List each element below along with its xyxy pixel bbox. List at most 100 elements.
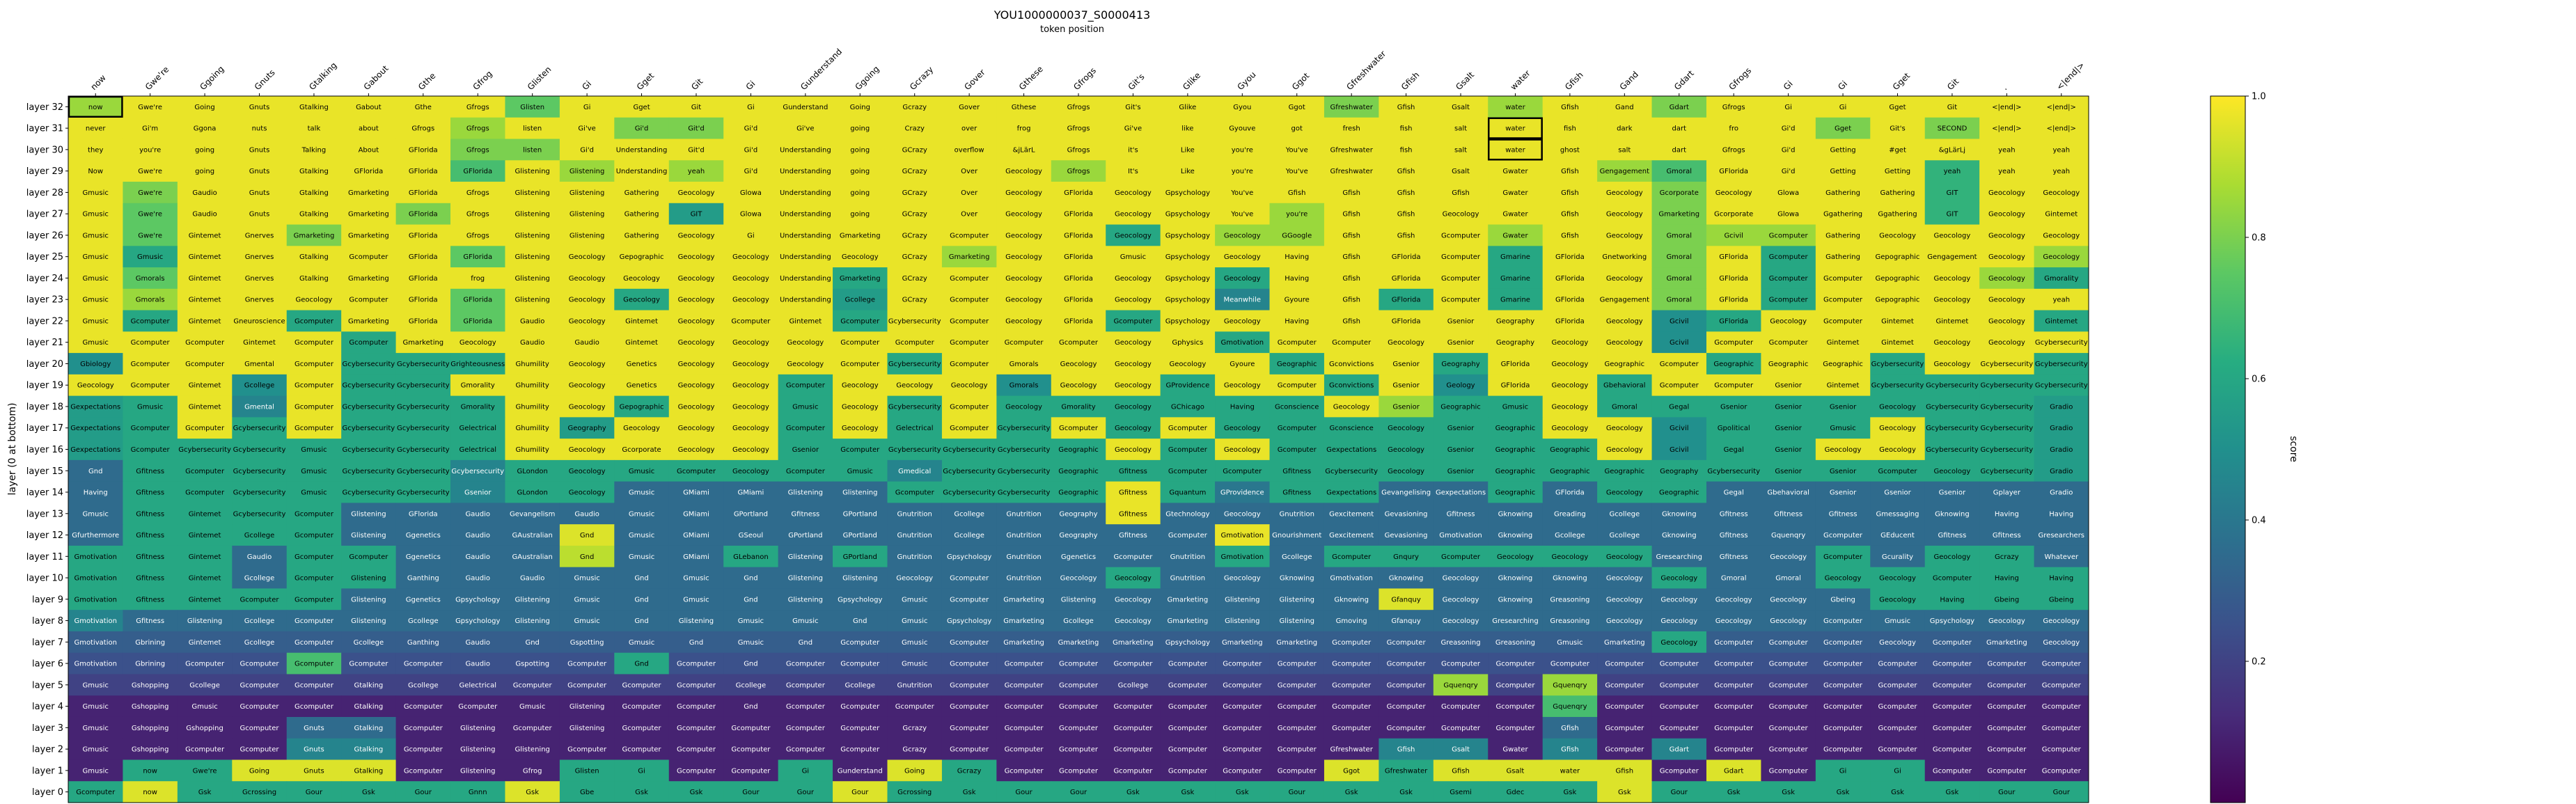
heatmap-cell [505, 395, 560, 418]
heatmap-cell [123, 610, 178, 632]
cell-label: Gknowing [1498, 510, 1533, 518]
heatmap-cell [341, 524, 397, 546]
x-tick-label: Gfreshwater [1344, 49, 1388, 92]
cell-label: Gcomputer [2042, 725, 2082, 732]
cell-label: Gmusic [629, 468, 654, 475]
heatmap-cell [286, 139, 342, 161]
heatmap-cell [1269, 439, 1325, 461]
heatmap-cell [286, 481, 342, 503]
cell-label: GFlorida [1501, 382, 1530, 390]
heatmap-cell [559, 439, 615, 461]
cell-label: Gcomputer [1441, 232, 1481, 239]
heatmap-cell [887, 503, 943, 525]
heatmap-cell [723, 439, 779, 461]
heatmap-cell [123, 160, 178, 182]
cell-label: Gcomputer [840, 725, 880, 732]
cell-label: Geographic [1058, 446, 1099, 454]
heatmap-cell [941, 224, 997, 246]
cell-label: Gcomputer [786, 382, 826, 390]
heatmap-cell [1106, 331, 1161, 354]
cell-label: Gi [1894, 767, 1901, 775]
heatmap-cell [1379, 139, 1434, 161]
cell-label: Geocology [569, 275, 606, 283]
cell-label: Gsenior [1392, 403, 1420, 411]
cell-label: Gmusic [902, 639, 927, 647]
cell-label: Gspotting [515, 661, 549, 668]
heatmap-cell [1160, 182, 1216, 204]
cell-label: Geocology [1497, 553, 1534, 561]
heatmap-cell [286, 395, 342, 418]
heatmap-cell [1979, 224, 2035, 246]
cell-label: Gmusic [847, 468, 873, 475]
cell-label: Gevangelising [1381, 489, 1431, 497]
cell-label: Gaudio [520, 317, 544, 325]
heatmap-cell [1433, 182, 1489, 204]
heatmap-cell [286, 331, 342, 354]
heatmap-cell [1979, 288, 2035, 311]
y-tick-label: layer 2 [32, 745, 63, 755]
x-tick-label: Git [1945, 77, 1961, 92]
heatmap-cell [723, 588, 779, 610]
cell-label: Gi've [1124, 125, 1142, 133]
cell-label: Gcomputer [840, 661, 880, 668]
cell-label: Git'd [688, 146, 705, 154]
x-tick-label: Gnuts [253, 68, 277, 92]
cell-label: Gcomputer [840, 317, 880, 325]
cell-label: GProvidence [1165, 382, 1209, 390]
cell-label: Geocology [1934, 468, 1971, 475]
cell-label: Gcomputer [1441, 275, 1481, 283]
heatmap-cell [668, 567, 724, 589]
heatmap-cell [833, 417, 888, 439]
heatmap-cell [1924, 288, 1980, 311]
cell-label: Gour [797, 789, 815, 796]
cell-label: Geocology [1606, 232, 1643, 239]
cell-label: water [1505, 104, 1525, 111]
heatmap-cell [1597, 267, 1653, 290]
cell-label: Gbiology [80, 361, 111, 368]
heatmap-cell [1542, 545, 1598, 568]
heatmap-cell [614, 459, 670, 482]
cell-label: Geocology [1005, 317, 1042, 325]
cell-label: GFlorida [1555, 253, 1585, 261]
cell-label: Gcybersecurity [343, 382, 395, 390]
cell-label: GCrazy [902, 232, 927, 239]
heatmap-cell [1870, 96, 1926, 118]
cell-label: Geocology [569, 446, 606, 454]
heatmap-cell [1106, 117, 1161, 140]
cell-label: Gcomputer [1059, 681, 1099, 689]
cell-label: Ghumility [516, 446, 549, 454]
heatmap-cell [559, 524, 615, 546]
cell-label: <|end|> [1992, 104, 2021, 111]
cell-label: Gsenior [1884, 489, 1911, 497]
cell-label: Gshopping [132, 681, 169, 689]
cell-label: Gnd [580, 532, 594, 539]
chart-title: YOU1000000037_S0000413 [994, 8, 1150, 22]
heatmap-cell [1488, 524, 1544, 546]
cell-label: Gmoral [1612, 403, 1638, 411]
cell-label: GIT [691, 211, 703, 219]
heatmap-cell [68, 524, 123, 546]
heatmap-cell [887, 288, 943, 311]
cell-label: Gintemet [189, 510, 221, 518]
cell-label: Gcomputer [1605, 725, 1644, 732]
cell-label: Gi [1839, 104, 1847, 111]
cell-label: Gcomputer [294, 553, 334, 561]
cell-label: Gcomputer [1878, 661, 1917, 668]
heatmap-cell [887, 439, 943, 461]
heatmap-cell [123, 417, 178, 439]
heatmap-cell [614, 96, 670, 118]
heatmap-cell [1924, 417, 1980, 439]
cell-label: Going [194, 104, 214, 111]
cell-label: Gcomputer [1495, 703, 1535, 711]
cell-label: Gcomputer [1223, 725, 1262, 732]
heatmap-cell [559, 459, 615, 482]
cell-label: Gcybersecurity [2035, 361, 2088, 368]
heatmap-cell [1761, 353, 1816, 375]
heatmap-cell [1815, 139, 1871, 161]
colorbar-tick-label: 0.2 [2252, 657, 2266, 668]
heatmap-cell [1542, 395, 1598, 418]
cell-label: Gsenior [1447, 425, 1475, 432]
cell-label: Gcomputer [1769, 681, 1809, 689]
cell-label: Gaudio [247, 553, 272, 561]
cell-label: Gmusic [902, 661, 927, 668]
